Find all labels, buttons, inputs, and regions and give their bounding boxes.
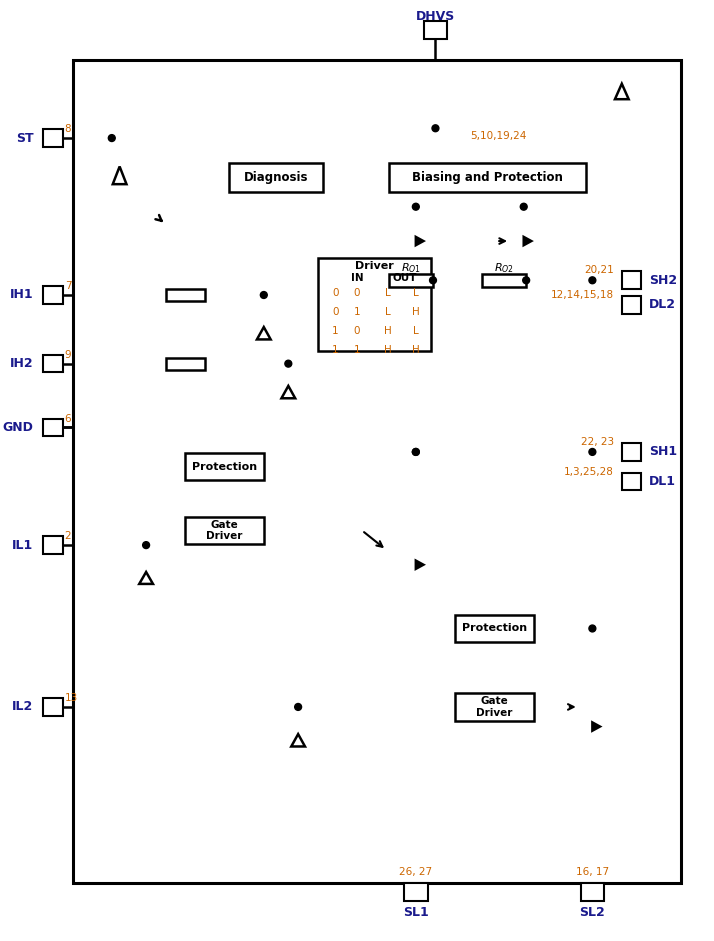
Text: L: L — [386, 307, 391, 317]
Circle shape — [589, 277, 595, 284]
Text: 5,10,19,24: 5,10,19,24 — [470, 131, 526, 141]
Text: IN: IN — [351, 273, 363, 283]
Text: Gate
Driver: Gate Driver — [206, 519, 243, 541]
Bar — [166, 289, 205, 301]
Text: Diagnosis: Diagnosis — [243, 171, 308, 183]
Bar — [186, 453, 263, 480]
Text: IH1: IH1 — [10, 289, 34, 301]
Text: 0: 0 — [353, 288, 361, 298]
Text: H: H — [385, 344, 392, 355]
Bar — [622, 472, 641, 490]
Text: GND: GND — [2, 421, 34, 434]
Circle shape — [261, 292, 267, 298]
Text: 1: 1 — [332, 344, 338, 355]
Bar — [404, 884, 428, 901]
Text: Biasing and Protection: Biasing and Protection — [412, 171, 563, 183]
Text: SL2: SL2 — [580, 906, 605, 919]
Bar — [43, 536, 63, 554]
Bar — [423, 22, 447, 39]
Text: DHVS: DHVS — [416, 10, 455, 23]
Text: Gate
Driver: Gate Driver — [476, 696, 513, 718]
Circle shape — [285, 360, 292, 367]
Bar — [455, 614, 533, 642]
Bar — [580, 884, 604, 901]
Bar — [43, 419, 63, 437]
Text: 22, 23: 22, 23 — [580, 438, 614, 447]
Bar — [43, 129, 63, 147]
Bar — [622, 443, 641, 461]
Bar — [73, 59, 680, 884]
Text: 8: 8 — [65, 124, 71, 135]
Text: 16, 17: 16, 17 — [575, 867, 609, 877]
Circle shape — [143, 542, 149, 549]
Bar — [622, 296, 641, 313]
Bar — [482, 274, 526, 287]
Bar — [43, 355, 63, 373]
Text: DL2: DL2 — [649, 298, 676, 311]
Circle shape — [413, 449, 419, 455]
Text: 1: 1 — [332, 326, 338, 336]
Text: 12,14,15,18: 12,14,15,18 — [550, 290, 614, 300]
Circle shape — [521, 203, 527, 210]
Circle shape — [589, 449, 595, 455]
Circle shape — [589, 625, 595, 632]
Text: 1: 1 — [353, 344, 361, 355]
Text: 0: 0 — [353, 326, 361, 336]
Bar — [622, 271, 641, 289]
Text: L: L — [413, 288, 418, 298]
Circle shape — [523, 277, 530, 284]
Text: 13: 13 — [65, 694, 78, 703]
Text: Driver: Driver — [355, 261, 393, 271]
Text: 7: 7 — [65, 281, 71, 291]
Text: IH2: IH2 — [10, 358, 34, 370]
Text: Protection: Protection — [462, 624, 527, 633]
Polygon shape — [416, 561, 423, 569]
Text: SH2: SH2 — [649, 274, 678, 287]
Text: 0: 0 — [332, 288, 338, 298]
Text: IL2: IL2 — [12, 700, 34, 713]
Polygon shape — [524, 237, 531, 246]
Polygon shape — [593, 723, 600, 730]
Circle shape — [432, 125, 439, 132]
Bar — [43, 698, 63, 716]
Bar — [229, 163, 323, 192]
Text: SH1: SH1 — [649, 445, 678, 458]
Bar — [318, 258, 431, 351]
Text: 9: 9 — [65, 350, 71, 359]
Text: SL1: SL1 — [403, 906, 428, 919]
Bar — [389, 274, 433, 287]
Bar — [43, 286, 63, 304]
Text: 1,3,25,28: 1,3,25,28 — [564, 467, 614, 476]
Text: DL1: DL1 — [649, 475, 676, 487]
Bar — [389, 163, 585, 192]
Text: H: H — [385, 326, 392, 336]
Circle shape — [413, 449, 419, 455]
Text: 2: 2 — [65, 532, 71, 541]
Text: 1: 1 — [353, 307, 361, 317]
Circle shape — [413, 203, 419, 210]
Circle shape — [109, 135, 115, 141]
Text: ST: ST — [16, 132, 34, 145]
Text: L: L — [386, 288, 391, 298]
Polygon shape — [416, 237, 423, 246]
Circle shape — [295, 704, 301, 710]
Bar — [166, 358, 205, 370]
Text: $R_{O2}$: $R_{O2}$ — [494, 262, 514, 276]
Bar — [455, 694, 533, 721]
Text: 6: 6 — [65, 414, 71, 423]
Text: 20,21: 20,21 — [584, 265, 614, 276]
Text: Protection: Protection — [192, 462, 257, 471]
Text: L: L — [413, 326, 418, 336]
Text: H: H — [412, 307, 420, 317]
Text: 26, 27: 26, 27 — [399, 867, 433, 877]
Circle shape — [430, 277, 436, 284]
Text: IL1: IL1 — [12, 538, 34, 551]
Text: $R_{O1}$: $R_{O1}$ — [401, 262, 421, 276]
Text: H: H — [412, 344, 420, 355]
Text: OUT: OUT — [392, 273, 417, 283]
Bar — [186, 517, 263, 544]
Text: 0: 0 — [332, 307, 338, 317]
